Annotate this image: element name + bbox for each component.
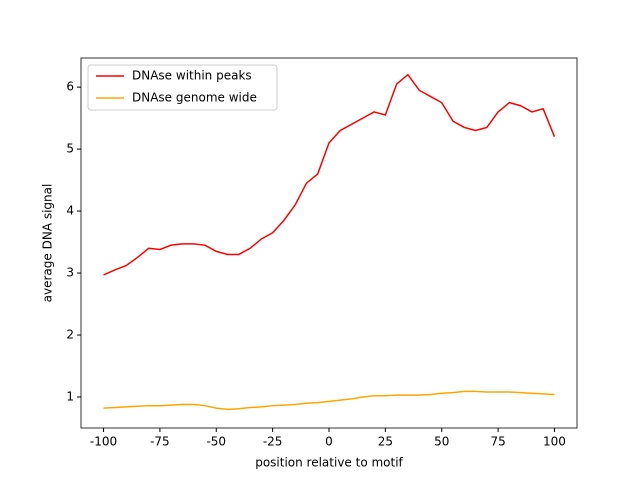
line [103,73,556,276]
x-axis-label: position relative to motif [255,456,403,470]
y-tick-label: 5 [66,142,74,156]
y-tick-label: 2 [66,328,74,342]
legend-box [87,64,278,111]
x-tick-label: -75 [150,435,170,449]
x-tick-label: 50 [434,435,449,449]
axes-frame [80,57,578,429]
x-tick-label: 0 [325,435,333,449]
y-tick-label: 6 [66,80,74,94]
y-tick-label: 4 [66,204,74,218]
legend-label: DNAse genome wide [132,91,257,105]
x-tick-label: 100 [543,435,566,449]
x-tick-label: 25 [378,435,393,449]
x-tick-label: -100 [90,435,117,449]
y-tick-label: 3 [66,266,74,280]
y-axis-label: average DNA signal [41,184,55,303]
line [103,390,555,411]
legend-label: DNAse within peaks [132,69,252,83]
x-tick-label: 75 [490,435,505,449]
x-tick-label: -50 [206,435,226,449]
x-tick-label: -25 [263,435,283,449]
y-tick-label: 1 [66,390,74,404]
